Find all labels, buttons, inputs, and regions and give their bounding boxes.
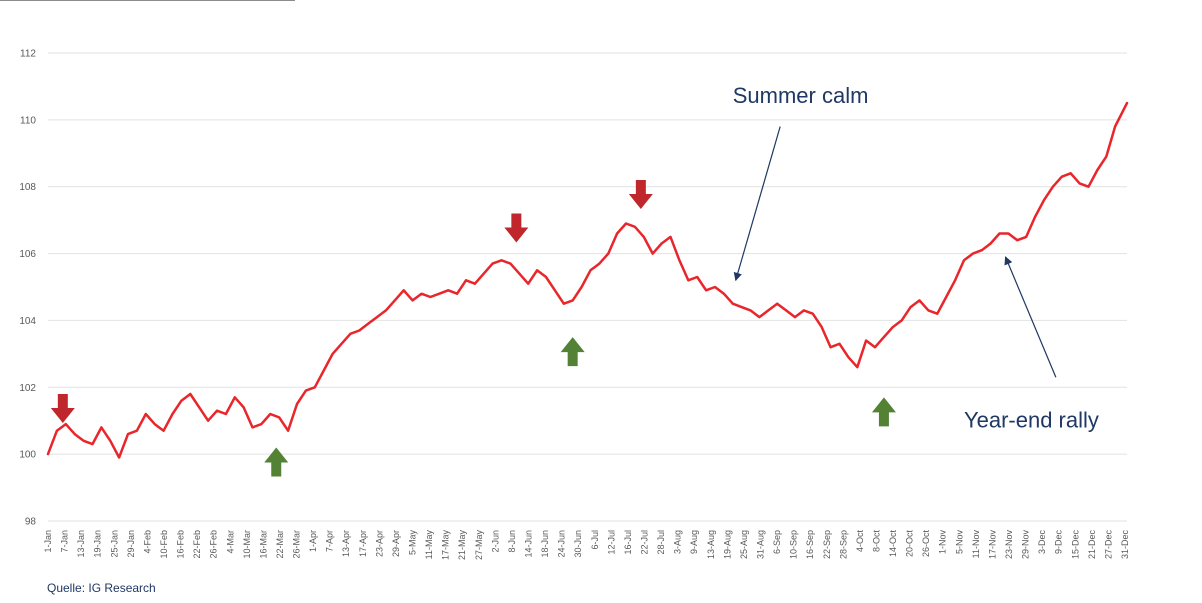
x-tick-label: 30-Jun: [573, 530, 583, 558]
x-tick-label: 13-Apr: [341, 530, 351, 557]
x-tick-label: 20-Oct: [905, 530, 915, 558]
x-tick-label: 23-Apr: [374, 530, 384, 557]
up-arrow-icon: [560, 337, 585, 367]
x-tick-label: 25-Aug: [739, 530, 749, 559]
x-tick-label: 2-Jun: [490, 530, 500, 553]
x-tick-label: 29-Apr: [391, 530, 401, 557]
x-tick-label: 11-Nov: [971, 530, 981, 559]
x-tick-label: 22-Mar: [275, 530, 285, 559]
x-tick-label: 16-Jul: [623, 530, 633, 555]
x-tick-label: 28-Sep: [838, 530, 848, 559]
source-note: Quelle: IG Research: [47, 581, 156, 595]
x-tick-label: 22-Sep: [822, 530, 832, 559]
x-tick-label: 10-Mar: [242, 530, 252, 559]
x-tick-label: 13-Jan: [76, 530, 86, 558]
annotation-label: Summer calm: [733, 83, 869, 108]
x-tick-label: 6-Sep: [772, 530, 782, 554]
x-tick-label: 31-Aug: [755, 530, 765, 559]
x-tick-label: 22-Feb: [192, 530, 202, 559]
x-tick-label: 4-Mar: [225, 530, 235, 554]
x-tick-label: 19-Jan: [93, 530, 103, 558]
x-tick-label: 5-Nov: [954, 530, 964, 555]
x-tick-label: 17-Nov: [987, 530, 997, 560]
down-arrow-icon: [504, 213, 529, 243]
up-arrow-icon: [264, 447, 289, 477]
x-tick-label: 13-Aug: [706, 530, 716, 559]
y-tick-label: 100: [19, 450, 36, 461]
x-tick-label: 1-Jan: [43, 530, 53, 553]
x-tick-label: 3-Dec: [1037, 530, 1047, 555]
x-tick-label: 14-Jun: [524, 530, 534, 558]
x-tick-label: 1-Nov: [938, 530, 948, 555]
x-tick-label: 22-Jul: [639, 530, 649, 555]
annotation-label: Year-end rally: [964, 407, 1099, 432]
x-tick-label: 5-May: [408, 530, 418, 556]
x-tick-label: 11-May: [424, 530, 434, 560]
x-tick-label: 26-Mar: [292, 530, 302, 559]
x-tick-label: 17-Apr: [358, 530, 368, 557]
y-tick-label: 104: [19, 316, 36, 327]
x-tick-label: 25-Jan: [109, 530, 119, 558]
x-tick-label: 9-Dec: [1054, 530, 1064, 555]
x-tick-label: 26-Oct: [921, 530, 931, 558]
x-tick-label: 4-Oct: [855, 530, 865, 553]
x-tick-label: 16-Mar: [258, 530, 268, 559]
annotation-arrow: [1004, 256, 1057, 378]
down-arrow-icon: [628, 180, 653, 210]
x-tick-label: 16-Feb: [176, 530, 186, 559]
x-tick-label: 23-Nov: [1004, 530, 1014, 560]
up-arrow-icon: [871, 397, 896, 427]
x-tick-label: 6-Jul: [590, 530, 600, 550]
x-tick-label: 18-Jun: [540, 530, 550, 558]
x-tick-label: 21-Dec: [1087, 530, 1097, 560]
x-tick-label: 10-Sep: [789, 530, 799, 559]
x-tick-label: 15-Dec: [1070, 530, 1080, 560]
x-tick-label: 9-Aug: [689, 530, 699, 554]
x-tick-label: 29-Jan: [126, 530, 136, 558]
series-line: [46, 101, 1129, 459]
y-tick-label: 110: [20, 115, 36, 126]
x-tick-label: 1-Apr: [308, 530, 318, 552]
x-tick-label: 8-Oct: [871, 530, 881, 553]
annotation-arrow: [733, 126, 781, 282]
x-tick-label: 7-Apr: [325, 530, 335, 552]
x-tick-label: 8-Jun: [507, 530, 517, 553]
x-tick-label: 27-May: [474, 530, 484, 561]
x-tick-label: 10-Feb: [159, 530, 169, 559]
y-tick-label: 102: [19, 383, 36, 394]
y-tick-label: 98: [25, 517, 37, 528]
x-tick-label: 28-Jul: [656, 530, 666, 555]
x-tick-label: 16-Sep: [805, 530, 815, 559]
down-arrow-icon: [50, 393, 75, 423]
x-tick-label: 19-Aug: [722, 530, 732, 559]
x-tick-label: 3-Aug: [673, 530, 683, 554]
x-tick-label: 21-May: [457, 530, 467, 561]
x-tick-label: 27-Dec: [1103, 530, 1113, 560]
x-tick-label: 26-Feb: [209, 530, 219, 559]
x-tick-label: 12-Jul: [606, 530, 616, 555]
y-tick-label: 112: [20, 49, 36, 60]
top-rule: [0, 0, 295, 1]
line-chart: 98 100 102 104 106 108 110 112 1-Jan 7-Jan 13-Jan…: [19, 49, 1130, 561]
y-tick-label: 108: [19, 182, 36, 193]
x-tick-label: 4-Feb: [142, 530, 152, 554]
x-tick-label: 7-Jan: [60, 530, 70, 553]
x-tick-label: 17-May: [441, 530, 451, 561]
x-tick-label: 31-Dec: [1120, 530, 1130, 560]
x-tick-label: 24-Jun: [557, 530, 567, 558]
y-tick-label: 106: [19, 249, 36, 260]
x-tick-label: 29-Nov: [1021, 530, 1031, 560]
x-tick-label: 14-Oct: [888, 530, 898, 558]
